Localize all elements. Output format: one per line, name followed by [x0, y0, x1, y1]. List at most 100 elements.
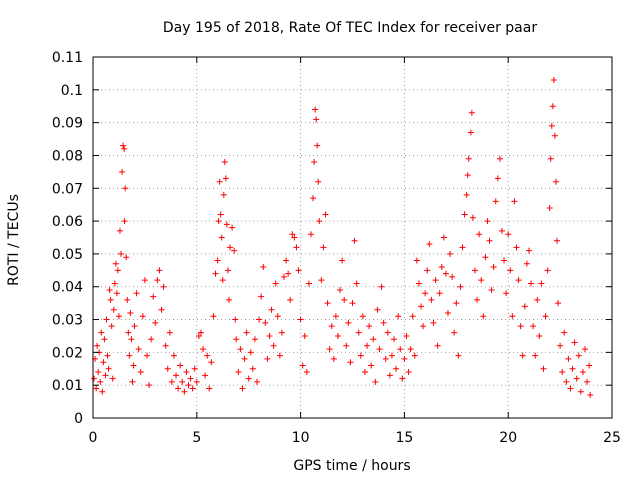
- y-tick-label: 0.05: [52, 247, 83, 263]
- data-points: [91, 76, 594, 399]
- data-point: [515, 277, 522, 284]
- data-point: [337, 287, 344, 294]
- data-point: [463, 191, 470, 198]
- y-tick-label: 0.08: [52, 148, 83, 164]
- data-point: [113, 290, 120, 297]
- data-point: [148, 336, 155, 343]
- data-point: [303, 369, 310, 376]
- data-point: [239, 385, 246, 392]
- data-point: [436, 290, 443, 297]
- chart-title: Day 195 of 2018, Rate Of TEC Index for r…: [163, 20, 537, 36]
- data-point: [544, 267, 551, 274]
- data-point: [116, 227, 123, 234]
- data-point: [103, 316, 110, 323]
- data-point: [256, 316, 263, 323]
- data-point: [559, 369, 566, 376]
- data-point: [341, 296, 348, 303]
- data-point: [548, 122, 555, 129]
- data-point: [334, 332, 341, 339]
- data-point: [471, 267, 478, 274]
- data-point: [469, 214, 476, 221]
- data-point: [200, 346, 207, 353]
- data-point: [315, 178, 322, 185]
- data-point: [185, 382, 192, 389]
- data-point: [332, 313, 339, 320]
- data-point: [547, 155, 554, 162]
- y-tick-label: 0.09: [52, 116, 83, 132]
- data-point: [177, 362, 184, 369]
- data-point: [160, 283, 167, 290]
- data-point: [245, 375, 252, 382]
- data-point: [146, 382, 153, 389]
- data-point: [251, 336, 258, 343]
- data-point: [426, 241, 433, 248]
- y-tick-label: 0.04: [52, 280, 83, 296]
- x-tick-label: 25: [603, 430, 621, 446]
- data-point: [129, 378, 136, 385]
- data-point: [444, 309, 451, 316]
- data-point: [384, 329, 391, 336]
- data-point: [552, 178, 559, 185]
- data-point: [573, 375, 580, 382]
- data-point: [105, 365, 112, 372]
- data-point: [501, 257, 508, 264]
- data-point: [108, 323, 115, 330]
- data-point: [351, 237, 358, 244]
- data-point: [582, 346, 589, 353]
- data-point: [366, 323, 373, 330]
- data-point: [107, 296, 114, 303]
- data-point: [104, 352, 111, 359]
- y-axis: 0 0.01 0.02 0.03 0.04 0.05 0.06 0.07 0.08 0.09 0.1…: [52, 50, 612, 427]
- y-tick-label: 0.11: [52, 50, 83, 66]
- data-point: [447, 250, 454, 257]
- data-point: [202, 372, 209, 379]
- data-point: [405, 369, 412, 376]
- data-point: [480, 313, 487, 320]
- data-point: [411, 352, 418, 359]
- data-point: [393, 365, 400, 372]
- data-point: [260, 264, 267, 271]
- y-tick-label: 0.02: [52, 345, 83, 361]
- data-point: [124, 296, 131, 303]
- x-tick-label: 0: [89, 430, 98, 446]
- data-point: [538, 280, 545, 287]
- data-point: [91, 375, 98, 382]
- data-point: [274, 313, 281, 320]
- data-point: [503, 290, 510, 297]
- data-point: [519, 352, 526, 359]
- data-point: [418, 303, 425, 310]
- data-point: [254, 378, 261, 385]
- data-point: [237, 346, 244, 353]
- data-point: [164, 365, 171, 372]
- data-point: [370, 336, 377, 343]
- data-point: [386, 372, 393, 379]
- data-point: [229, 224, 236, 231]
- data-point: [430, 319, 437, 326]
- data-point: [210, 313, 217, 320]
- data-point: [175, 385, 182, 392]
- data-point: [106, 287, 113, 294]
- y-tick-label: 0.1: [61, 83, 83, 99]
- data-point: [579, 369, 586, 376]
- y-tick-label: 0: [74, 411, 83, 427]
- data-point: [403, 332, 410, 339]
- data-point: [111, 280, 118, 287]
- data-point: [542, 313, 549, 320]
- data-point: [214, 257, 221, 264]
- data-point: [197, 329, 204, 336]
- data-point: [586, 362, 593, 369]
- data-point: [115, 313, 122, 320]
- data-point: [451, 329, 458, 336]
- data-point: [397, 346, 404, 353]
- data-point: [114, 267, 121, 274]
- data-point: [343, 342, 350, 349]
- data-point: [131, 323, 138, 330]
- data-point: [195, 332, 202, 339]
- data-point: [511, 198, 518, 205]
- data-point: [401, 355, 408, 362]
- data-point: [247, 349, 254, 356]
- data-point: [206, 385, 213, 392]
- data-point: [359, 313, 366, 320]
- data-point: [468, 109, 475, 116]
- data-point: [482, 254, 489, 261]
